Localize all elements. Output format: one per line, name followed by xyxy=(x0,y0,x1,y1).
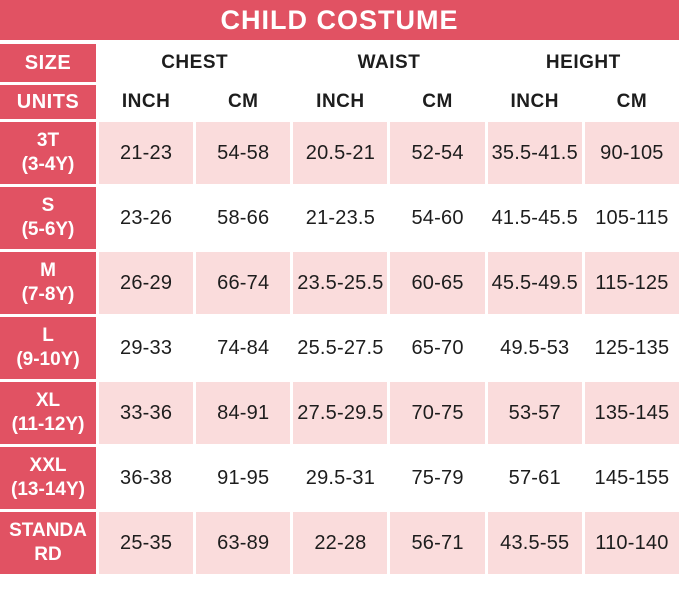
data-cell: 25-35 xyxy=(99,512,194,574)
data-cell: 75-79 xyxy=(390,447,485,509)
data-cell: 110-140 xyxy=(584,512,679,574)
size-name: 3T xyxy=(36,130,60,152)
size-cell: STANDA RD xyxy=(0,512,96,574)
waist-group-header: WAIST xyxy=(293,44,485,82)
data-cell: 21-23.5 xyxy=(293,187,388,249)
size-name: XXL xyxy=(29,455,67,477)
waist-cm-header: CM xyxy=(390,85,485,119)
data-cell: 29-33 xyxy=(99,317,194,379)
data-cell: 43.5-55 xyxy=(487,512,582,574)
size-age-range: (11-12Y) xyxy=(11,414,85,435)
size-name: STANDA xyxy=(9,520,87,542)
size-name: S xyxy=(41,195,55,217)
data-cell: 90-105 xyxy=(584,122,679,184)
data-cell: 63-89 xyxy=(196,512,291,574)
data-cell: 145-155 xyxy=(584,447,679,509)
size-age-range: (5-6Y) xyxy=(21,219,75,240)
chest-group-header: CHEST xyxy=(99,44,291,82)
data-cell: 20.5-21 xyxy=(293,122,388,184)
chest-cm-header: CM xyxy=(196,85,291,119)
size-age-range: (9-10Y) xyxy=(16,349,80,370)
size-cell: XXL (13-14Y) xyxy=(0,447,96,509)
data-cell: 29.5-31 xyxy=(293,447,388,509)
data-cell: 60-65 xyxy=(390,252,485,314)
data-cell: 57-61 xyxy=(487,447,582,509)
data-cell: 26-29 xyxy=(99,252,194,314)
size-age-range: (3-4Y) xyxy=(21,154,75,175)
size-cell: 3T (3-4Y) xyxy=(0,122,96,184)
data-cell: 27.5-29.5 xyxy=(293,382,388,444)
data-cell: 52-54 xyxy=(390,122,485,184)
data-cell: 33-36 xyxy=(99,382,194,444)
data-cell: 41.5-45.5 xyxy=(487,187,582,249)
size-chart-table: SIZE CHEST WAIST HEIGHT UNITS INCH CM IN… xyxy=(0,44,679,574)
size-name: M xyxy=(40,260,56,282)
data-cell: 91-95 xyxy=(196,447,291,509)
size-name: RD xyxy=(34,544,62,565)
waist-inch-header: INCH xyxy=(293,85,388,119)
size-cell: L (9-10Y) xyxy=(0,317,96,379)
data-cell: 115-125 xyxy=(584,252,679,314)
height-group-header: HEIGHT xyxy=(487,44,679,82)
height-cm-header: CM xyxy=(584,85,679,119)
data-cell: 56-71 xyxy=(390,512,485,574)
data-cell: 70-75 xyxy=(390,382,485,444)
data-cell: 65-70 xyxy=(390,317,485,379)
data-cell: 74-84 xyxy=(196,317,291,379)
size-cell: S (5-6Y) xyxy=(0,187,96,249)
data-cell: 21-23 xyxy=(99,122,194,184)
data-cell: 22-28 xyxy=(293,512,388,574)
size-age-range: (13-14Y) xyxy=(11,479,85,500)
data-cell: 105-115 xyxy=(584,187,679,249)
data-cell: 25.5-27.5 xyxy=(293,317,388,379)
data-cell: 58-66 xyxy=(196,187,291,249)
height-inch-header: INCH xyxy=(487,85,582,119)
data-cell: 23.5-25.5 xyxy=(293,252,388,314)
units-row-header: UNITS xyxy=(0,85,96,119)
data-cell: 36-38 xyxy=(99,447,194,509)
size-age-range: (7-8Y) xyxy=(21,284,75,305)
data-cell: 23-26 xyxy=(99,187,194,249)
data-cell: 45.5-49.5 xyxy=(487,252,582,314)
data-cell: 35.5-41.5 xyxy=(487,122,582,184)
data-cell: 135-145 xyxy=(584,382,679,444)
size-name: L xyxy=(42,325,54,347)
data-cell: 49.5-53 xyxy=(487,317,582,379)
data-cell: 84-91 xyxy=(196,382,291,444)
size-cell: M (7-8Y) xyxy=(0,252,96,314)
size-name: XL xyxy=(35,390,61,412)
page-title: CHILD COSTUME xyxy=(0,0,679,40)
data-cell: 54-58 xyxy=(196,122,291,184)
size-column-header: SIZE xyxy=(0,44,96,82)
data-cell: 66-74 xyxy=(196,252,291,314)
data-cell: 53-57 xyxy=(487,382,582,444)
data-cell: 125-135 xyxy=(584,317,679,379)
chest-inch-header: INCH xyxy=(99,85,194,119)
size-cell: XL (11-12Y) xyxy=(0,382,96,444)
data-cell: 54-60 xyxy=(390,187,485,249)
